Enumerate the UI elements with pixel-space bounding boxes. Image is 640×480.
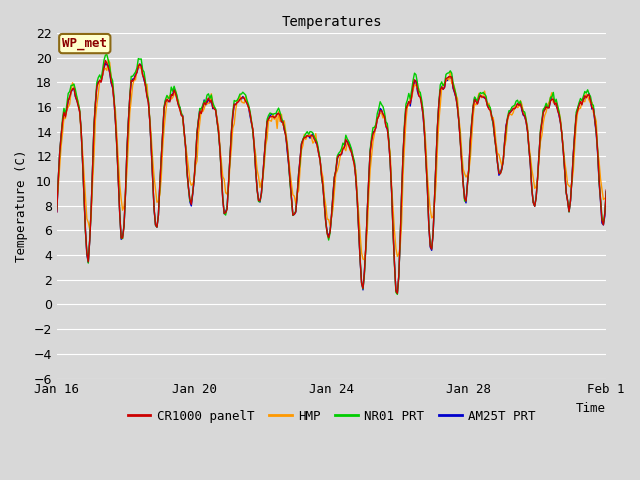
Y-axis label: Temperature (C): Temperature (C) bbox=[15, 149, 28, 262]
X-axis label: Time: Time bbox=[576, 402, 606, 415]
Text: WP_met: WP_met bbox=[62, 37, 108, 50]
Title: Temperatures: Temperatures bbox=[281, 15, 382, 29]
Legend: CR1000 panelT, HMP, NR01 PRT, AM25T PRT: CR1000 panelT, HMP, NR01 PRT, AM25T PRT bbox=[123, 405, 540, 428]
